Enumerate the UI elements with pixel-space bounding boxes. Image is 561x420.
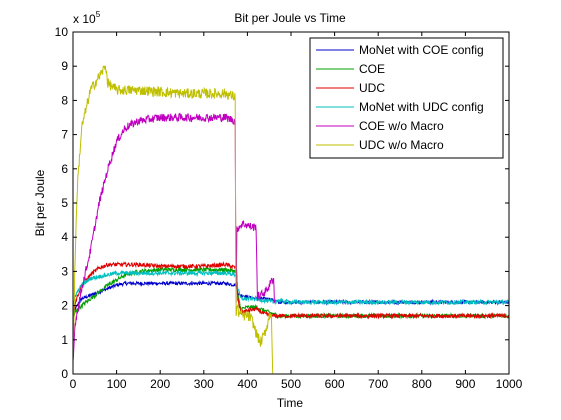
y-tick-label: 7 <box>61 128 68 142</box>
series-line-5 <box>72 112 276 361</box>
y-axis-label: Bit per Joule <box>33 169 47 236</box>
x-tick-label: 0 <box>70 377 77 391</box>
svg-text:x 105: x 105 <box>73 10 101 26</box>
legend-label-2: COE <box>359 62 385 76</box>
x-tick-label: 1000 <box>496 377 523 391</box>
series-line-1 <box>72 280 510 319</box>
y-tick-label: 8 <box>61 93 68 107</box>
legend-label-1: MoNet with COE config <box>359 43 484 57</box>
legend-label-4: MoNet with UDC config <box>359 100 484 114</box>
legend-box <box>309 37 504 159</box>
x-tick-label: 300 <box>194 377 214 391</box>
legend-label-5: COE w/o Macro <box>359 119 444 133</box>
y-scale-prefix: x 10 <box>73 12 96 26</box>
x-tick-label: 900 <box>455 377 475 391</box>
y-tick-label: 1 <box>61 333 68 347</box>
y-tick-label: 9 <box>61 59 68 73</box>
x-tick-label: 200 <box>150 377 170 391</box>
y-scale-exponent: 5 <box>96 10 101 19</box>
series-line-6 <box>72 65 274 374</box>
y-tick-label: 3 <box>61 264 68 278</box>
series-layer <box>72 65 510 374</box>
y-tick-label: 5 <box>61 196 68 210</box>
x-tick-label: 400 <box>237 377 257 391</box>
y-tick-label: 2 <box>61 299 68 313</box>
y-scale-multiplier: x 105 <box>73 10 101 26</box>
x-tick-label: 700 <box>368 377 388 391</box>
legend-label-3: UDC <box>359 81 385 95</box>
x-tick-label: 100 <box>107 377 127 391</box>
series-line-3 <box>72 260 510 320</box>
legend: MoNet with COE config COE UDC MoNet with UD… <box>309 37 504 159</box>
axis-ticks: 0 100 200 300 400 500 600 700 800 900 1000 0 1 2 3 4 5 6 7… <box>55 25 523 391</box>
y-tick-label: 10 <box>55 25 69 39</box>
x-tick-label: 800 <box>412 377 432 391</box>
x-axis-label: Time <box>277 396 304 410</box>
y-tick-label: 6 <box>61 162 68 176</box>
legend-label-6: UDC w/o Macro <box>359 138 444 152</box>
x-tick-label: 500 <box>281 377 301 391</box>
series-line-4 <box>72 269 510 309</box>
chart-title: Bit per Joule vs Time <box>234 11 346 25</box>
x-tick-label: 600 <box>325 377 345 391</box>
y-tick-label: 0 <box>61 367 68 381</box>
y-tick-label: 4 <box>61 230 68 244</box>
